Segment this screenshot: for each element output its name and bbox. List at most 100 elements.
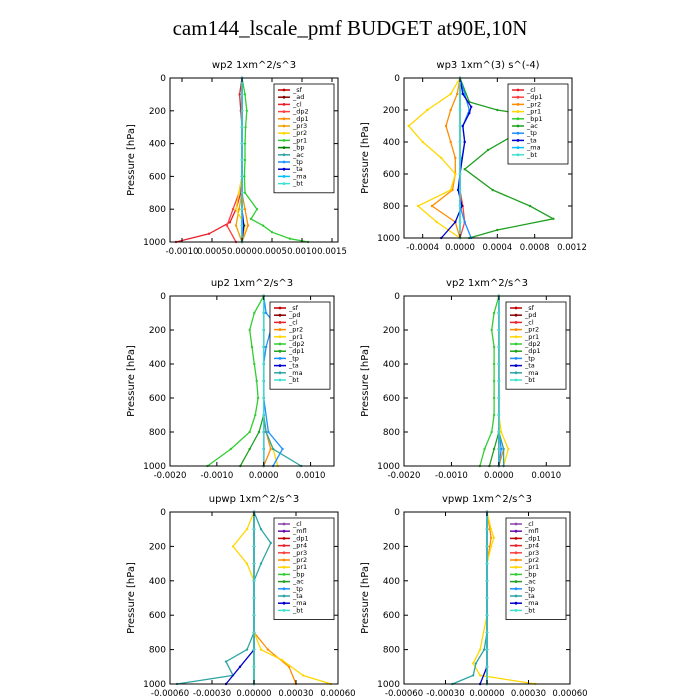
legend-marker [278, 349, 282, 353]
data-point [280, 658, 284, 662]
data-point [253, 311, 256, 315]
data-point [288, 237, 292, 240]
y-tick-label: 1000 [377, 234, 400, 244]
data-point [458, 140, 462, 144]
x-tick-label: 0.00030 [511, 689, 546, 699]
data-point [253, 362, 256, 366]
data-point [502, 447, 505, 451]
data-point [225, 224, 229, 227]
legend-label: _cl [524, 520, 534, 528]
legend-marker [282, 103, 286, 106]
legend-label: _bt [292, 180, 303, 188]
y-tick-label: 800 [149, 205, 166, 215]
chart-panel-1: wp2 1xm^2/s^3 Pressure [hPa] 0 200 400 600 800… [126, 60, 347, 257]
legend-label: _tp [292, 158, 303, 166]
data-point [472, 674, 475, 677]
legend-marker [514, 357, 518, 360]
legend-marker [282, 551, 286, 555]
data-point [492, 447, 496, 451]
legend-marker [282, 95, 286, 99]
legend-label: _bp [524, 570, 537, 578]
legend-marker [514, 335, 518, 339]
legend-label: _mfl [292, 527, 307, 535]
data-point [252, 614, 256, 617]
legend-marker [514, 537, 518, 540]
data-point [497, 345, 501, 349]
legend-label: _ma [292, 172, 307, 180]
data-point [483, 648, 486, 651]
legend-label: _ta [288, 362, 299, 370]
data-point [234, 224, 238, 227]
data-point [500, 430, 503, 434]
data-point [231, 208, 235, 211]
data-point [245, 109, 248, 113]
y-tick-label: 400 [383, 360, 400, 370]
y-tick-label: 600 [383, 170, 400, 180]
legend-marker [514, 321, 518, 324]
data-point [485, 631, 489, 634]
legend-marker [514, 558, 518, 562]
data-point [240, 224, 244, 227]
data-point [451, 188, 454, 192]
legend-box [273, 83, 335, 194]
legend-label: _bt [292, 606, 303, 614]
x-tick-label: 0.0004 [482, 243, 512, 253]
legend-marker [282, 146, 286, 150]
data-point [243, 93, 247, 96]
data-point [497, 430, 501, 434]
series-line-cl [175, 77, 243, 243]
data-point [240, 191, 244, 194]
y-tick-label: 800 [149, 428, 166, 438]
legend-label: _pr2 [526, 100, 541, 108]
data-point [244, 126, 247, 129]
data-point [461, 92, 464, 96]
series-line-dp2 [207, 295, 265, 467]
legend-marker [278, 328, 282, 331]
data-point [485, 648, 489, 651]
x-tick-label: 0.00000 [236, 689, 271, 699]
data-point [301, 674, 305, 677]
legend-label: _dp1 [292, 534, 309, 542]
legend-label: _pr2 [524, 556, 539, 564]
y-tick-label: 1000 [143, 462, 166, 472]
legend-marker [516, 124, 520, 128]
data-point [492, 413, 496, 417]
data-point [243, 142, 247, 145]
legend-marker [514, 378, 518, 382]
data-point [489, 545, 493, 548]
y-tick-label: 1000 [143, 680, 166, 690]
x-tick-label: 0.0010 [287, 247, 317, 257]
data-point [231, 545, 235, 548]
data-point [435, 220, 438, 224]
legend-marker [514, 594, 518, 598]
data-point [240, 208, 244, 211]
data-point [489, 536, 493, 539]
legend-marker [514, 573, 518, 576]
data-point [245, 528, 249, 531]
y-tick-label: 800 [383, 646, 400, 656]
data-point [262, 396, 265, 400]
data-point [458, 124, 462, 128]
legend-label: _dp1 [526, 93, 543, 101]
legend-marker [514, 313, 518, 317]
legend-marker [282, 565, 286, 569]
y-tick-label: 0 [160, 74, 166, 84]
data-point [463, 92, 466, 96]
legend-marker [278, 335, 282, 339]
data-point [238, 665, 242, 668]
y-axis-label: Pressure [hPa] [360, 122, 371, 194]
legend-label: _pr4 [524, 542, 539, 550]
x-tick-label: 0.0000 [445, 243, 475, 253]
y-tick-label: 0 [394, 74, 400, 84]
legend-label: _ma [292, 599, 307, 607]
legend-marker [516, 153, 520, 157]
data-point [463, 140, 466, 144]
data-point [271, 447, 275, 451]
x-tick-label: -0.00030 [193, 689, 231, 699]
data-point [238, 93, 241, 96]
legend-label: _pd [288, 311, 301, 319]
data-point [249, 217, 253, 221]
legend-marker [516, 146, 520, 150]
plot-frame [403, 295, 571, 467]
legend-marker [514, 529, 518, 533]
